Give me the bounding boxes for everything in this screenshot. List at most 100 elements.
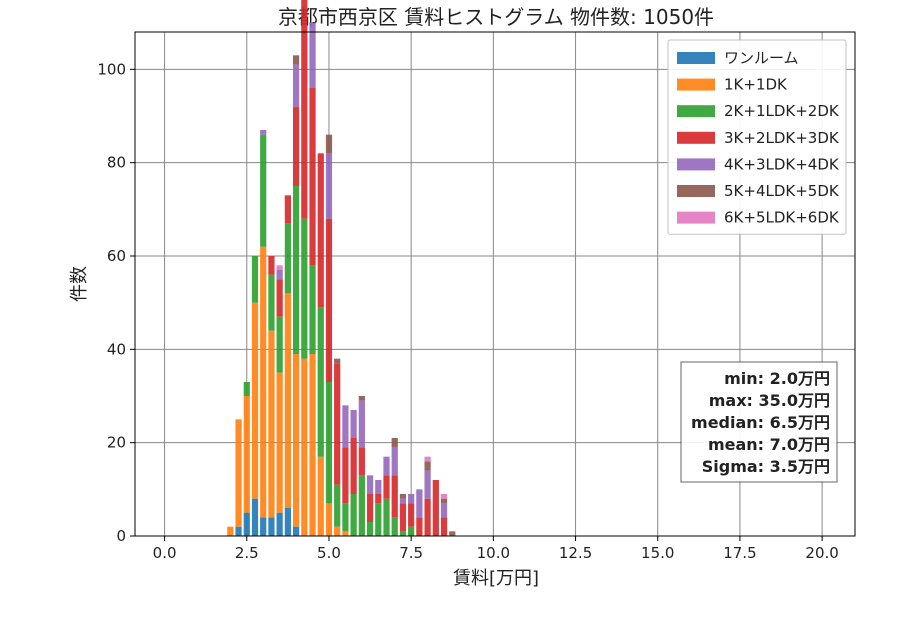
bar — [383, 475, 390, 499]
x-tick-label: 20.0 — [805, 544, 838, 562]
bar — [260, 134, 267, 247]
bar — [325, 218, 333, 382]
bar — [243, 396, 250, 513]
legend: ワンルーム 1K+1DK 2K+1LDK+2DK 3K+2LDK+3DK 4K+3LDK… — [667, 39, 847, 235]
x-tick-label: 17.5 — [723, 544, 756, 562]
bar — [292, 526, 300, 536]
bar — [449, 531, 456, 536]
bar — [268, 274, 275, 331]
bar — [416, 489, 423, 518]
x-tick-label: 7.5 — [399, 544, 423, 562]
bar — [309, 22, 316, 89]
bar — [358, 396, 365, 401]
bar — [408, 526, 415, 536]
legend-label: ワンルーム — [724, 49, 799, 67]
x-axis-ticks: 0.0 2.5 5.0 7.5 10.0 12.5 15.0 17.5 20.0 — [153, 536, 839, 562]
bar — [342, 531, 349, 536]
bar — [276, 316, 283, 373]
stat-median: median: 6.5万円 — [691, 413, 830, 432]
bars-layer — [227, 0, 456, 536]
bar — [366, 494, 374, 522]
y-tick-label: 40 — [107, 340, 126, 358]
y-axis-label: 件数 — [69, 266, 90, 302]
x-tick-label: 10.0 — [477, 544, 510, 562]
bar — [284, 293, 291, 508]
y-tick-label: 80 — [107, 154, 126, 172]
bar — [235, 526, 242, 536]
bar — [375, 503, 382, 536]
bar — [292, 354, 300, 527]
bar — [424, 470, 431, 499]
legend-swatch — [677, 185, 715, 197]
x-tick-label: 5.0 — [317, 544, 341, 562]
bar — [334, 363, 341, 485]
legend-swatch — [677, 211, 715, 224]
bar — [317, 153, 324, 308]
bar — [260, 246, 267, 518]
plot-frame — [134, 31, 856, 537]
x-tick-label: 0.0 — [153, 544, 177, 562]
bar — [276, 270, 283, 280]
bar — [440, 494, 448, 499]
y-tick-label: 0 — [116, 527, 126, 545]
legend-label: 2K+1LDK+2DK — [724, 102, 840, 120]
x-tick-label: 2.5 — [235, 544, 259, 562]
y-tick-label: 20 — [107, 434, 126, 452]
bar — [342, 503, 349, 532]
legend-swatch — [677, 78, 715, 91]
bar — [227, 526, 234, 536]
bar — [301, 218, 308, 359]
bar — [399, 494, 407, 499]
x-axis-label: 賃料[万円] — [453, 568, 539, 589]
bar — [276, 279, 283, 317]
bar — [350, 438, 357, 494]
stat-max: max: 35.0万円 — [709, 391, 830, 410]
bar — [383, 456, 390, 476]
stat-min: min: 2.0万円 — [724, 369, 830, 388]
bar — [334, 484, 341, 527]
bar — [284, 223, 291, 294]
bar — [292, 55, 300, 65]
bar — [408, 494, 415, 504]
legend-label: 5K+4LDK+5DK — [724, 182, 840, 200]
bar — [416, 517, 423, 536]
bar — [317, 307, 324, 457]
bar — [243, 512, 250, 536]
bar — [309, 265, 316, 354]
bar — [251, 498, 259, 536]
legend-label: 4K+3LDK+4DK — [724, 155, 840, 173]
bar — [391, 438, 398, 448]
bar — [334, 358, 341, 364]
bar — [424, 456, 431, 462]
bar — [334, 526, 341, 536]
bar — [268, 330, 275, 518]
x-tick-label: 12.5 — [559, 544, 592, 562]
y-tick-label: 100 — [97, 60, 126, 78]
legend-swatch — [677, 52, 715, 64]
bar — [358, 447, 365, 476]
bar — [284, 508, 291, 536]
bar — [366, 475, 374, 494]
bar — [317, 456, 324, 536]
legend-swatch — [677, 131, 715, 144]
bar — [325, 503, 333, 536]
bar — [358, 400, 365, 448]
bar — [251, 256, 259, 303]
y-tick-label: 60 — [107, 247, 126, 265]
legend-swatch — [677, 105, 715, 118]
bar — [284, 195, 291, 224]
bar — [408, 503, 415, 527]
bar — [440, 517, 448, 536]
bar — [325, 134, 333, 154]
bar — [325, 153, 333, 219]
bar — [432, 480, 439, 536]
bar — [391, 475, 398, 518]
bar — [292, 186, 300, 354]
bar — [292, 64, 300, 107]
legend-swatch — [677, 158, 715, 171]
bar — [391, 447, 398, 476]
stat-sigma: Sigma: 3.5万円 — [702, 457, 830, 476]
bar — [260, 517, 267, 536]
bar — [383, 498, 390, 536]
